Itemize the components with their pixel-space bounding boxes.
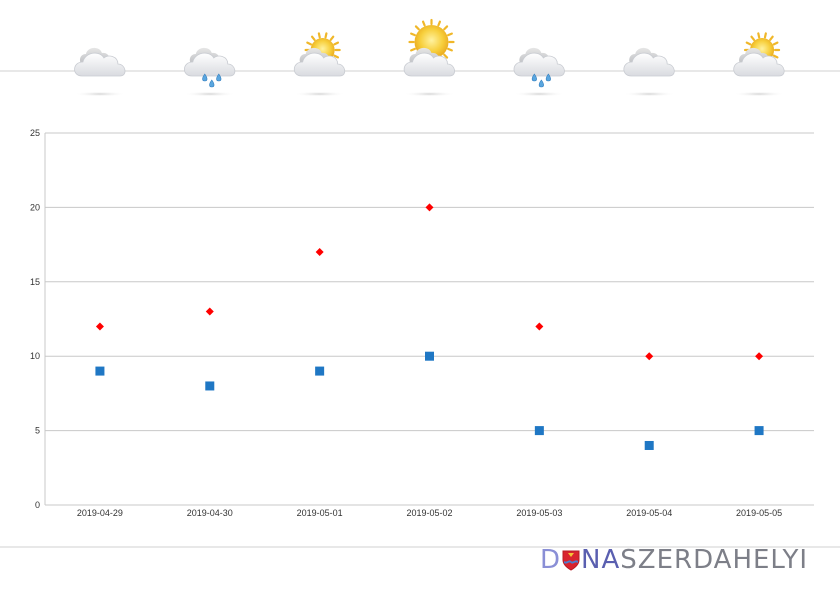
max-temp-point: [535, 322, 544, 331]
max-temp-point: [645, 352, 654, 361]
max-temp-point: [425, 203, 434, 212]
cloud-icon: [73, 47, 126, 97]
logo-part-na: NA: [581, 545, 621, 575]
min-temp-point: [644, 440, 654, 450]
min-temp-point: [425, 351, 434, 361]
cloud-icon: [623, 47, 676, 97]
brand-logo[interactable]: D NASZERDAHELYI: [540, 545, 808, 575]
x-tick-label: 2019-05-05: [736, 508, 782, 518]
logo-emblem-icon: [561, 548, 581, 571]
min-temp-point: [754, 426, 764, 436]
max-temp-point: [315, 248, 324, 257]
max-temp-point: [95, 322, 104, 331]
max-temp-point: [755, 352, 764, 361]
sun-cloud-icon: [403, 18, 456, 97]
sun-cloud-icon: [733, 32, 786, 97]
min-temp-point: [315, 366, 325, 376]
min-temp-point: [534, 426, 544, 436]
x-tick-label: 2019-05-04: [626, 508, 672, 518]
min-temp-point: [205, 381, 215, 391]
sun-cloud-icon: [293, 32, 346, 97]
max-temp-point: [205, 307, 214, 316]
y-tick-label: 0: [35, 500, 40, 510]
x-tick-label: 2019-04-30: [187, 508, 233, 518]
min-temp-point: [95, 366, 105, 376]
y-tick-label: 5: [35, 426, 40, 436]
logo-part-szerdahelyi: SZERDAHELYI: [620, 545, 808, 575]
rain-cloud-icon: [183, 47, 236, 97]
x-tick-label: 2019-05-03: [516, 508, 562, 518]
y-tick-label: 25: [30, 128, 40, 138]
rain-cloud-icon: [513, 47, 566, 97]
x-tick-label: 2019-05-02: [406, 508, 452, 518]
y-tick-label: 20: [30, 202, 40, 212]
y-tick-label: 15: [30, 277, 40, 287]
y-tick-label: 10: [30, 351, 40, 361]
x-tick-label: 2019-04-29: [77, 508, 123, 518]
logo-part-d: D: [540, 545, 562, 575]
x-tick-label: 2019-05-01: [297, 508, 343, 518]
